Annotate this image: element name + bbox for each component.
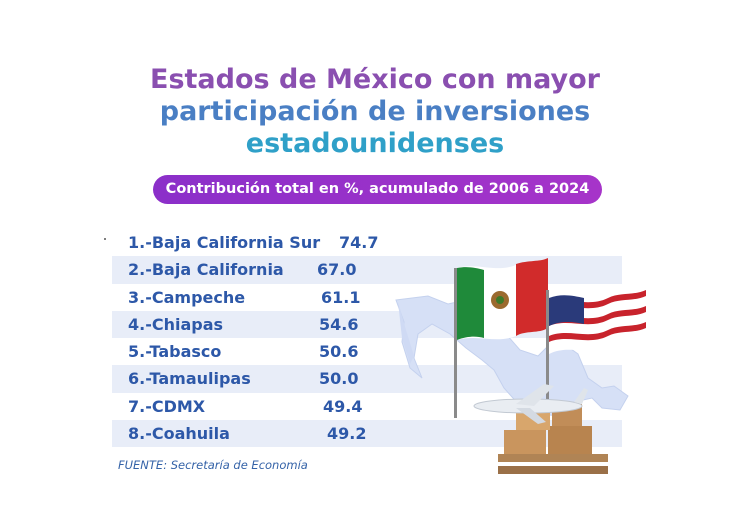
state-label: 1.-Baja California Sur (128, 233, 321, 252)
table-row: 3.-Campeche 61.1 (112, 284, 622, 311)
state-value: 50.6 (319, 342, 359, 362)
state-value: 74.7 (339, 233, 379, 252)
subtitle-pill: Contribución total en %, acumulado de 20… (153, 175, 602, 204)
table-row: 7.-CDMX 49.4 (112, 393, 622, 420)
mexico-flag-icon (454, 258, 548, 418)
state-value: 61.1 (321, 287, 361, 307)
boxes-icon (498, 404, 608, 474)
state-label: 3.-Campeche (128, 287, 246, 307)
title-line-1: Estados de México con mayor (0, 64, 750, 96)
title-line-3: estadounidenses (245, 128, 505, 159)
title-line-1-text: Estados de México con mayor (150, 64, 600, 95)
state-label: 2.-Baja California (128, 260, 284, 280)
state-label: 8.-Coahuila (128, 424, 230, 444)
airplane-icon (473, 384, 588, 424)
decorative-dot (104, 238, 106, 240)
state-value: 49.4 (323, 396, 363, 416)
table-row: 5.-Tabasco 50.6 (112, 338, 622, 365)
title-line-2: participación de inversiones (159, 96, 591, 127)
table-row: 1.-Baja California Sur 74.7 (112, 229, 622, 256)
state-label: 5.-Tabasco (128, 342, 222, 362)
state-label: 7.-CDMX (128, 396, 206, 416)
state-label: 4.-Chiapas (128, 314, 224, 334)
chart-title: Estados de México con mayor participació… (0, 64, 750, 160)
state-value: 50.0 (319, 369, 359, 389)
state-value: 54.6 (319, 314, 359, 334)
usa-flag-icon (546, 284, 646, 410)
source-note: FUENTE: Secretaría de Economía (118, 458, 308, 472)
state-label: 6.-Tamaulipas (128, 369, 251, 389)
state-value: 67.0 (317, 260, 357, 280)
state-value: 49.2 (327, 424, 367, 444)
trade-illustration (395, 258, 646, 474)
